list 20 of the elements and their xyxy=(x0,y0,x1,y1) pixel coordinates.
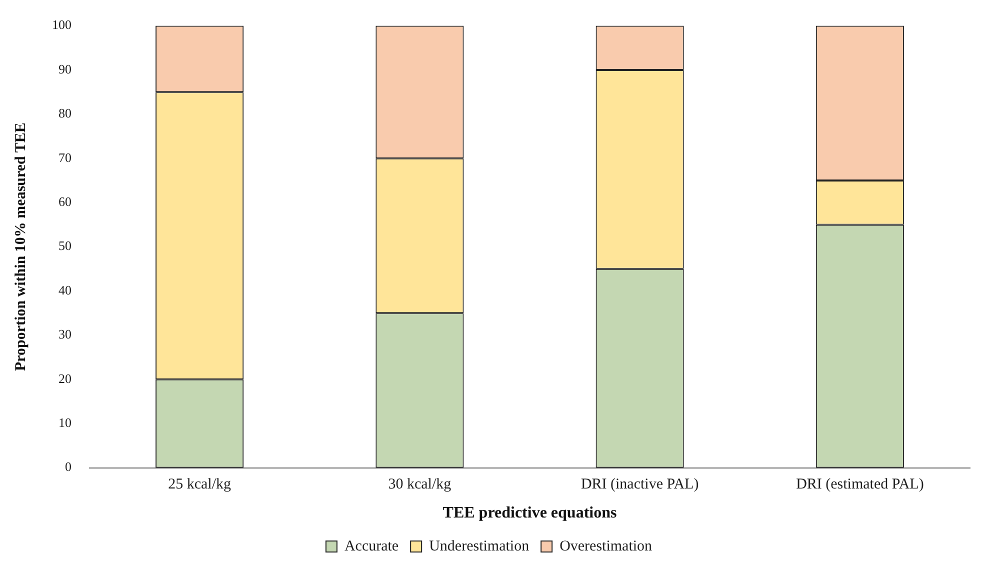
x-axis-title: TEE predictive equations xyxy=(442,504,617,522)
y-tick-label: 30 xyxy=(58,326,72,342)
x-tick-label: 30 kcal/kg xyxy=(388,476,452,493)
y-tick-label: 70 xyxy=(58,150,72,165)
y-tick-label: 50 xyxy=(58,238,72,254)
x-tick-label: DRI (estimated PAL) xyxy=(796,476,924,493)
y-tick-label: 80 xyxy=(58,106,72,121)
y-tick-label: 0 xyxy=(65,459,72,474)
y-tick-label: 100 xyxy=(52,17,72,32)
legend-label: Accurate xyxy=(344,538,399,554)
legend-label: Underestimation xyxy=(429,538,530,554)
y-tick-label: 10 xyxy=(58,415,72,430)
y-tick-label: 40 xyxy=(58,282,72,298)
y-tick-label: 60 xyxy=(58,194,72,210)
y-axis-title: Proportion within 10% measured TEE xyxy=(12,122,29,371)
x-tick-label: DRI (inactive PAL) xyxy=(580,476,699,493)
x-tick-label: 25 kcal/kg xyxy=(168,476,232,493)
legend-label: Overestimation xyxy=(560,538,653,554)
y-tick-label: 20 xyxy=(58,370,72,386)
y-tick-label: 90 xyxy=(58,61,72,76)
